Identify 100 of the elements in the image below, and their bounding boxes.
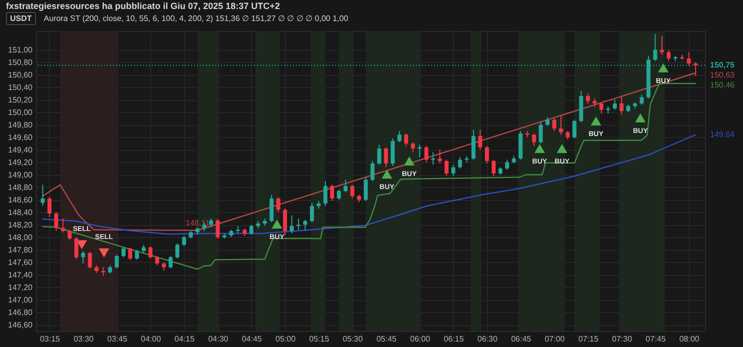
candlestick [216,218,220,239]
candlestick [330,184,334,202]
y-tick-label: 148,40 [8,208,34,217]
candlestick [484,146,489,164]
candlestick [134,249,139,260]
candlestick [451,164,456,176]
point [534,144,545,154]
candlestick [438,149,442,164]
chart-title: fxstrategiesresources ha pubblicato il Giu 07, 2025 18:37 UTC+2 [6,0,281,12]
point [272,220,282,229]
y-tick-label: 150,60 [8,70,34,80]
x-tick-label: 06:45 [511,334,532,344]
line-series [42,82,696,270]
y-tick-label: 149,40 [8,145,34,154]
ref-line-label: 150,75 [710,60,736,70]
candlestick [182,236,186,246]
point [635,113,646,122]
candlestick [694,62,698,76]
candlestick [303,219,308,232]
candlestick [444,159,449,176]
candlestick [586,93,590,104]
point [76,240,88,250]
candlestick [478,129,482,150]
candlestick [40,184,45,206]
y-tick-label: 150,40 [8,82,34,92]
x-tick-label: 06:15 [444,334,464,344]
data-label: 150,46 [710,80,736,90]
y-tick-label: 147,00 [8,295,34,304]
y-tick-label: 146,60 [8,320,34,330]
x-tick-label: 07:45 [646,334,666,344]
candlestick [377,144,382,166]
symbol-badge: USDT [6,12,36,25]
candlestick [552,118,556,132]
candlestick [370,160,375,182]
candlestick [290,214,294,234]
candlestick [384,146,388,168]
candlestick [505,159,510,170]
x-tick-label: 07:00 [544,334,566,344]
y-tick-label: 147,40 [8,270,34,280]
candlestick [121,246,126,258]
x-tick-label: 03:15 [40,334,61,344]
x-tick-label: 04:15 [174,334,196,344]
candlestick [310,202,314,223]
candlestick [538,122,543,144]
candlestick [599,102,604,114]
y-tick-label: 148,20 [8,220,34,230]
candlestick [350,184,354,199]
x-tick-label: 04:30 [208,334,229,344]
candlestick [397,130,402,143]
y-tick-label: 149,60 [8,132,34,142]
candlestick [558,114,563,136]
y-tick-label: 147,60 [8,258,34,267]
data-label: 150,63 [710,70,736,80]
candlestick [390,138,395,166]
candlestick [323,180,328,206]
x-tick-label: 03:30 [74,334,94,344]
candlestick [660,36,664,56]
candlestick [410,142,415,153]
x-tick-label: 06:30 [477,334,498,344]
y-tick-label: 151,00 [8,45,34,54]
y-tick-label: 150,80 [8,58,34,67]
candlestick [424,146,428,163]
x-tick-label: 04:00 [140,334,162,344]
candlestick [404,133,408,146]
point [98,248,110,258]
candlestick [686,52,691,66]
candlestick [283,208,288,236]
data-label: 148,11 [186,218,210,228]
y-tick-label: 148,80 [8,182,34,192]
x-tick-label: 08:00 [679,334,700,344]
candlestick [640,94,644,106]
point [590,116,602,126]
candlestick [128,247,132,260]
candlestick [653,34,658,62]
candlestick [148,246,152,259]
candlestick [60,218,65,233]
y-tick-label: 148,60 [8,195,34,204]
y-tick-label: 149,00 [8,170,34,180]
candlestick [47,196,52,218]
candlestick [249,224,254,236]
x-tick-label: 04:45 [242,334,262,344]
x-tick-label: 03:45 [107,334,128,344]
x-tick-label: 05:15 [309,334,330,344]
candlestick [344,179,348,193]
candlestick [54,212,58,232]
candlestick [88,252,92,269]
x-tick-label: 05:00 [276,334,296,344]
point [556,144,568,154]
x-tick-label: 07:15 [578,334,599,344]
y-tick-label: 148,00 [8,232,34,242]
y-tick-label: 150,00 [8,108,34,117]
point [382,170,392,179]
y-tick-label: 146,80 [8,308,34,317]
candlestick [168,256,173,269]
candlestick [276,196,280,213]
y-tick-label: 147,20 [8,282,34,292]
candlestick [114,254,119,269]
candlestick [81,250,86,264]
x-tick-label: 06:00 [410,334,431,344]
y-tick-label: 150,20 [8,95,34,104]
